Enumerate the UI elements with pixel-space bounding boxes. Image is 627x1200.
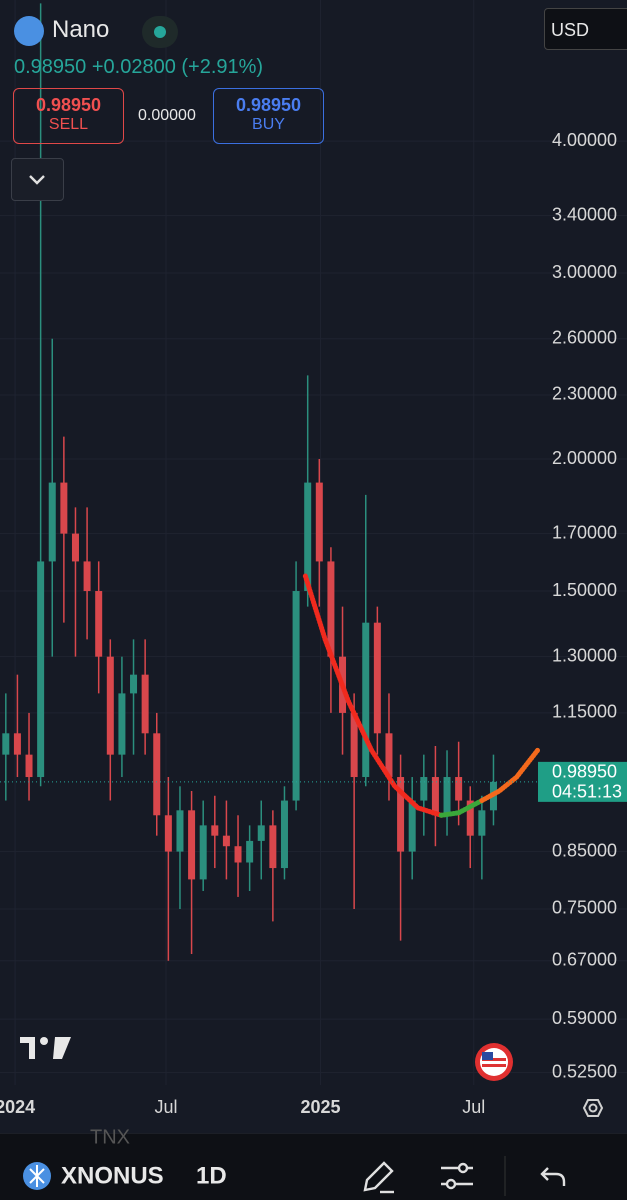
curve <box>438 798 485 818</box>
buy-label: BUY <box>252 116 285 133</box>
x-tick-label: 2024 <box>0 1097 35 1117</box>
candle-body <box>269 825 277 869</box>
candle-body <box>478 810 486 836</box>
candle-body <box>385 733 393 778</box>
y-tick-label: 1.30000 <box>552 645 617 665</box>
y-tick-label: 1.70000 <box>552 522 617 542</box>
candle-body <box>257 825 265 841</box>
candle-body <box>397 777 405 852</box>
candle-body <box>188 810 196 880</box>
candle-body <box>83 561 91 592</box>
y-tick-label: 1.15000 <box>552 702 617 722</box>
candle-body <box>362 622 370 778</box>
candle-body <box>246 840 254 863</box>
interval[interactable]: 1D <box>196 1162 227 1189</box>
candle-body <box>304 482 312 592</box>
candle-body <box>373 622 381 734</box>
candle-body <box>222 835 230 847</box>
settings-icon[interactable] <box>582 1099 604 1117</box>
currency-select[interactable]: USD <box>544 8 627 50</box>
candle-body <box>443 777 451 816</box>
candle-body <box>95 591 103 657</box>
candle-body <box>25 754 33 778</box>
status-pill <box>142 16 178 48</box>
y-tick-label: 0.67000 <box>552 949 617 969</box>
sell-label: SELL <box>48 116 89 133</box>
price-change: 0.98950 +0.02800 (+2.91%) <box>14 56 264 78</box>
candle-body <box>211 825 219 836</box>
undo-icon[interactable] <box>540 1167 566 1186</box>
toolbar-symbol[interactable]: XNONUS <box>61 1162 164 1189</box>
last-price-label: 0.98950 <box>552 762 617 782</box>
candle-body <box>130 674 138 694</box>
candle-body <box>327 561 335 657</box>
xnono-icon <box>23 1162 51 1190</box>
collapse-button[interactable] <box>11 158 64 201</box>
y-tick-label: 0.75000 <box>552 898 617 918</box>
candle-body <box>164 815 172 852</box>
candle-body <box>106 656 114 755</box>
candle-body <box>141 674 149 734</box>
candle-body <box>466 800 474 836</box>
chevron-icon <box>29 175 45 185</box>
curve <box>479 747 541 804</box>
candle-body <box>408 800 416 852</box>
candle-body <box>234 846 242 863</box>
candle-body <box>292 591 300 801</box>
candle-body <box>13 733 21 755</box>
y-tick-label: 3.00000 <box>552 262 617 282</box>
sell-price: 0.98950 <box>35 95 102 115</box>
buy-button[interactable]: 0.98950 BUY <box>213 88 324 144</box>
y-tick-label: 2.30000 <box>552 384 617 404</box>
countdown-label: 04:51:13 <box>552 782 622 802</box>
y-tick-label: 0.52500 <box>552 1061 617 1081</box>
x-axis-bg <box>0 1085 627 1133</box>
spread: 0.00000 <box>138 107 196 124</box>
y-tick-label: 0.59000 <box>552 1008 617 1028</box>
x-tick-label: 2025 <box>300 1097 340 1117</box>
candle-body <box>315 482 323 562</box>
y-tick-label: 2.00000 <box>552 448 617 468</box>
compare-symbol: TNX <box>90 1126 130 1148</box>
pencil-icon[interactable] <box>363 1161 394 1194</box>
candle-body <box>48 482 56 562</box>
y-tick-label: 0.85000 <box>552 840 617 860</box>
tv-logo <box>20 1037 71 1059</box>
candle-body <box>60 482 68 534</box>
symbol-icon <box>14 16 44 46</box>
settings-sliders-icon[interactable] <box>441 1162 473 1190</box>
y-tick-label: 3.40000 <box>552 204 617 224</box>
symbol-name[interactable]: Nano <box>52 16 110 43</box>
last-price-box <box>538 761 627 802</box>
flag-icon[interactable] <box>475 1043 513 1081</box>
curve <box>302 573 444 818</box>
bottom-toolbar <box>0 1133 627 1200</box>
x-tick-label: Jul <box>155 1097 178 1117</box>
candle-body <box>420 777 428 801</box>
y-tick-label: 2.60000 <box>552 327 617 347</box>
candle-body <box>118 693 126 755</box>
candle-body <box>71 533 79 562</box>
candle-body <box>199 825 207 880</box>
candle-body <box>350 712 358 778</box>
candle-body <box>2 733 10 755</box>
x-tick-label: Jul <box>462 1097 485 1117</box>
candle-body <box>153 733 161 816</box>
candle-body <box>37 561 45 778</box>
buy-price: 0.98950 <box>235 95 302 115</box>
candle-body <box>431 777 439 816</box>
y-tick-label: 4.00000 <box>552 130 617 150</box>
candle-body <box>176 810 184 852</box>
candle-body <box>455 777 463 801</box>
y-tick-label: 1.50000 <box>552 580 617 600</box>
sell-button[interactable]: 0.98950 SELL <box>13 88 124 144</box>
candle-body <box>280 800 288 869</box>
